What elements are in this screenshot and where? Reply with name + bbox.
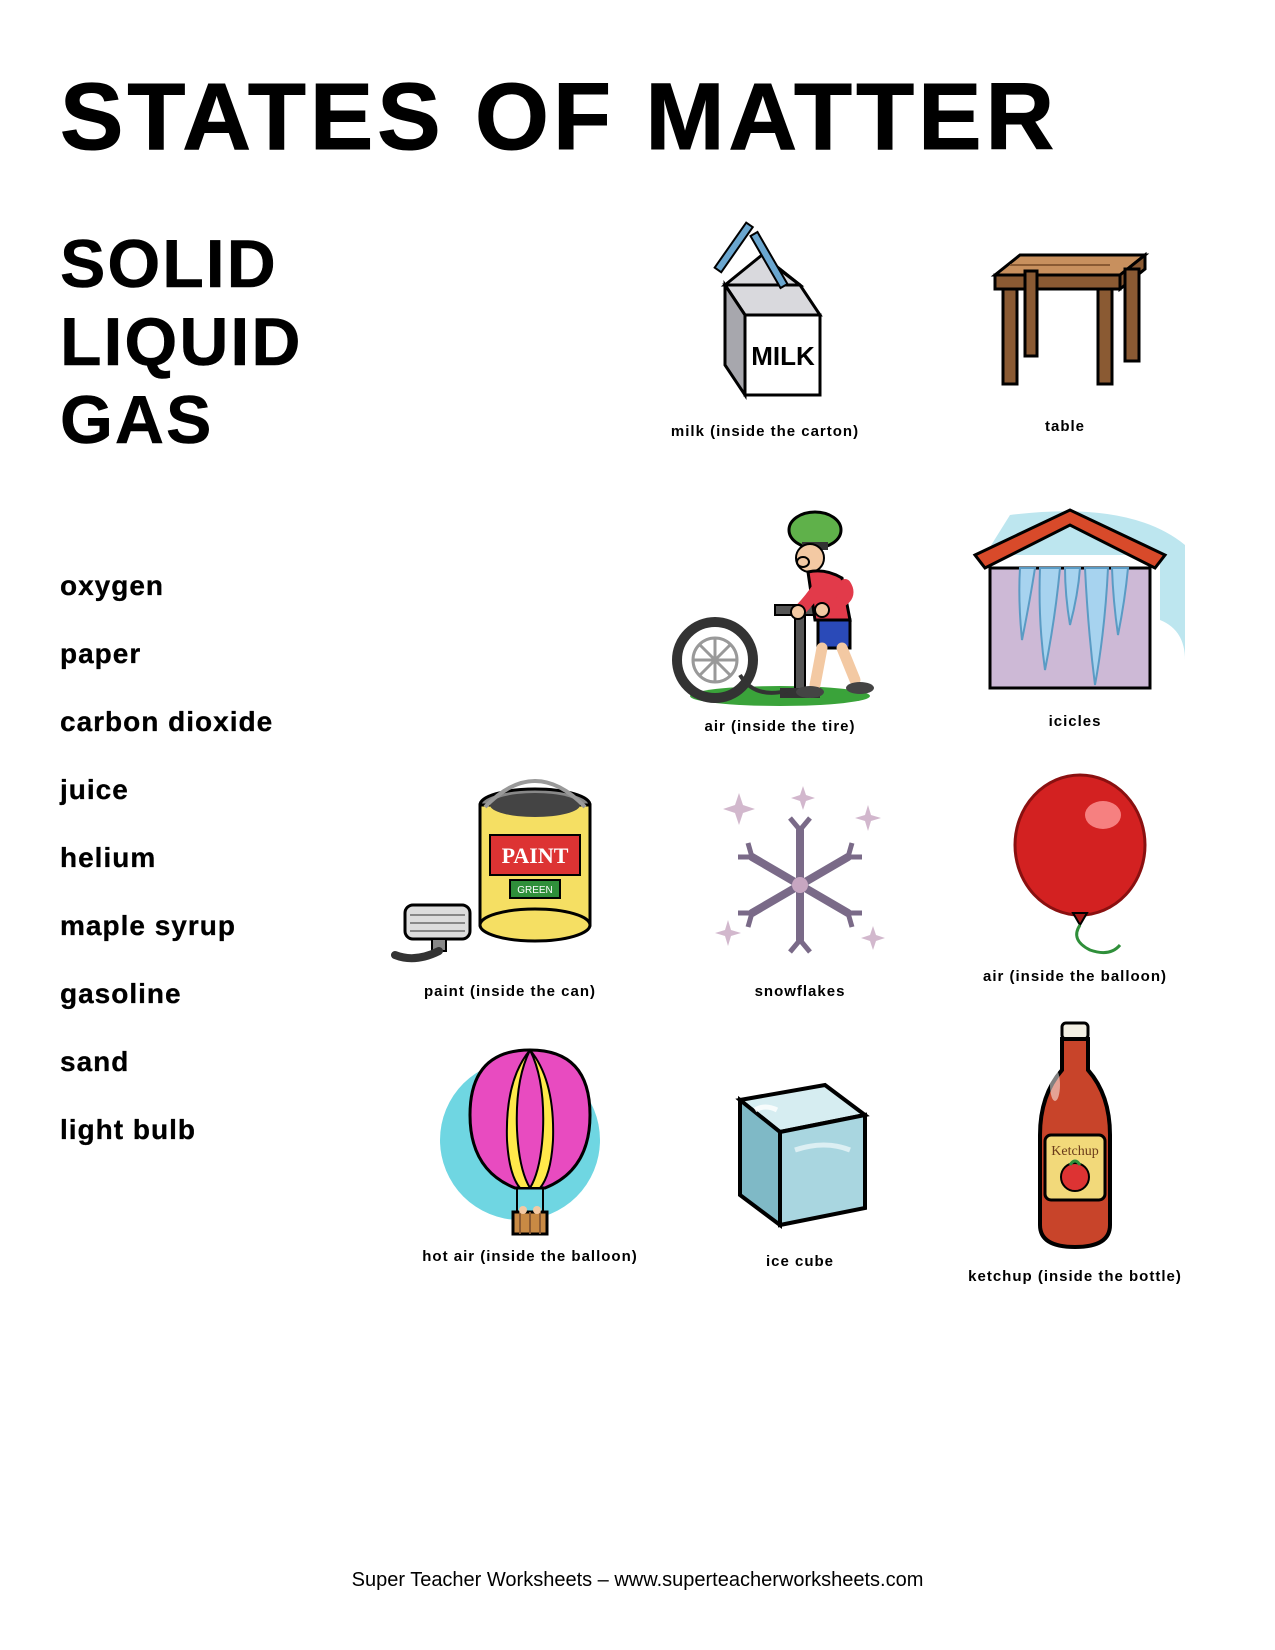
word-oxygen: oxygen (60, 570, 400, 602)
worksheet-page: STATES OF MATTER SOLID LIQUID GAS oxygen… (0, 0, 1275, 1650)
caption-paint: paint (inside the can) (380, 983, 640, 1000)
caption-milk: milk (inside the carton) (650, 423, 880, 440)
word-gasoline: gasoline (60, 978, 400, 1010)
state-liquid: LIQUID (60, 303, 400, 381)
states-heading: SOLID LIQUID GAS (60, 225, 400, 460)
item-snowflakes: snowflakes (690, 775, 910, 1000)
image-grid: MILK milk (inside the carton) (420, 225, 1215, 1182)
svg-text:Ketchup: Ketchup (1051, 1144, 1098, 1159)
caption-hot-air: hot air (inside the balloon) (400, 1248, 660, 1265)
svg-text:MILK: MILK (751, 341, 815, 371)
ketchup-bottle-icon: Ketchup (950, 1015, 1200, 1260)
word-carbon-dioxide: carbon dioxide (60, 706, 400, 738)
icicles-icon (950, 500, 1200, 705)
table-icon (950, 215, 1180, 410)
item-hot-air: hot air (inside the balloon) (400, 1040, 660, 1265)
page-title: STATES OF MATTER (60, 70, 1215, 165)
tire-pump-icon (650, 500, 910, 710)
item-ketchup: Ketchup ketchup (inside the bottle) (950, 1015, 1200, 1285)
caption-air-tire: air (inside the tire) (650, 718, 910, 735)
word-paper: paper (60, 638, 400, 670)
item-paint: PAINT GREEN paint (inside the can) (380, 775, 640, 1000)
caption-table: table (950, 418, 1180, 435)
item-table: table (950, 215, 1180, 435)
word-sand: sand (60, 1046, 400, 1078)
word-helium: helium (60, 842, 400, 874)
snowflakes-icon (690, 775, 910, 975)
item-milk: MILK milk (inside the carton) (650, 215, 880, 440)
footer-credit: Super Teacher Worksheets – www.superteac… (0, 1569, 1275, 1592)
caption-icicles: icicles (950, 713, 1200, 730)
hot-air-balloon-icon (400, 1040, 660, 1240)
word-light-bulb: light bulb (60, 1114, 400, 1146)
item-balloon: air (inside the balloon) (950, 765, 1200, 985)
caption-balloon: air (inside the balloon) (950, 968, 1200, 985)
item-ice-cube: ice cube (690, 1040, 910, 1270)
word-maple-syrup: maple syrup (60, 910, 400, 942)
balloon-icon (950, 765, 1200, 960)
paint-can-icon: PAINT GREEN (380, 775, 640, 975)
word-juice: juice (60, 774, 400, 806)
svg-text:PAINT: PAINT (502, 843, 569, 868)
left-column: SOLID LIQUID GAS oxygen paper carbon dio… (60, 225, 400, 1182)
state-gas: GAS (60, 381, 400, 459)
caption-ice-cube: ice cube (690, 1253, 910, 1270)
word-list: oxygen paper carbon dioxide juice helium… (60, 570, 400, 1146)
ice-cube-icon (690, 1040, 910, 1245)
caption-ketchup: ketchup (inside the bottle) (950, 1268, 1200, 1285)
milk-carton-icon: MILK (650, 215, 880, 415)
svg-text:GREEN: GREEN (517, 885, 553, 896)
state-solid: SOLID (60, 225, 400, 303)
item-icicles: icicles (950, 500, 1200, 730)
caption-snowflakes: snowflakes (690, 983, 910, 1000)
content-row: SOLID LIQUID GAS oxygen paper carbon dio… (60, 225, 1215, 1182)
item-air-tire: air (inside the tire) (650, 500, 910, 735)
